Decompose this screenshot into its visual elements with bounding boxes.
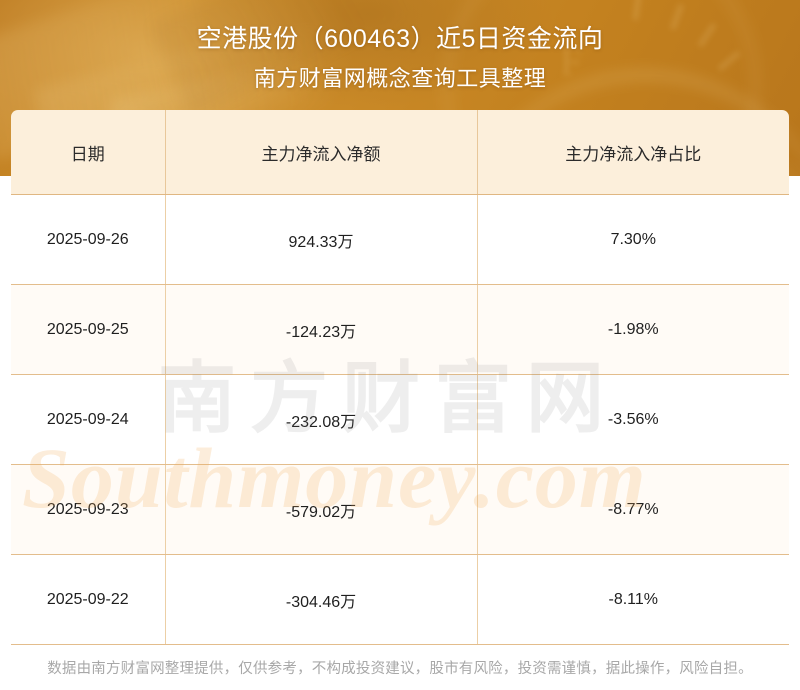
page-subtitle: 南方财富网概念查询工具整理: [253, 66, 547, 91]
table-row: 2025-09-23 -579.02万 -8.77%: [11, 464, 789, 555]
cell-date: 2025-09-25: [11, 284, 166, 375]
cell-amount: -232.08万: [165, 374, 478, 465]
cell-percent: -8.77%: [477, 464, 789, 555]
cell-percent: -1.98%: [477, 284, 789, 375]
table-row: 2025-09-25 -124.23万 -1.98%: [11, 284, 789, 375]
fund-flow-table-wrapper: 日期 主力净流入净额 主力净流入净占比 2025-09-26 924.33万 7…: [11, 110, 789, 645]
cell-percent: 7.30%: [477, 194, 789, 285]
disclaimer-text: 数据由南方财富网整理提供，仅供参考，不构成投资建议，股市有风险，投资需谨慎，据此…: [47, 661, 753, 677]
cell-amount: -579.02万: [165, 464, 478, 555]
table-row: 2025-09-24 -232.08万 -3.56%: [11, 374, 789, 465]
cell-date: 2025-09-24: [11, 374, 166, 465]
cell-date: 2025-09-23: [11, 464, 166, 555]
table-header: 日期 主力净流入净额 主力净流入净占比: [11, 110, 789, 195]
disclaimer-footer: 数据由南方财富网整理提供，仅供参考，不构成投资建议，股市有风险，投资需谨慎，据此…: [0, 645, 800, 690]
cell-amount: -124.23万: [165, 284, 478, 375]
cell-percent: -3.56%: [477, 374, 789, 465]
column-header-date: 日期: [11, 110, 166, 195]
cell-percent: -8.11%: [477, 554, 789, 645]
column-header-amount: 主力净流入净额: [165, 110, 478, 195]
cell-date: 2025-09-22: [11, 554, 166, 645]
cell-amount: -304.46万: [165, 554, 478, 645]
banner-title-block: 空港股份（600463）近5日资金流向 南方财富网概念查询工具整理: [0, 0, 800, 94]
column-header-percent: 主力净流入净占比: [477, 110, 789, 195]
page-title: 空港股份（600463）近5日资金流向: [196, 25, 604, 53]
table-row: 2025-09-26 924.33万 7.30%: [11, 194, 789, 285]
cell-amount: 924.33万: [165, 194, 478, 285]
table-row: 2025-09-22 -304.46万 -8.11%: [11, 554, 789, 645]
fund-flow-table: 日期 主力净流入净额 主力净流入净占比 2025-09-26 924.33万 7…: [11, 110, 789, 645]
cell-date: 2025-09-26: [11, 194, 166, 285]
table-body: 2025-09-26 924.33万 7.30% 2025-09-25 -124…: [11, 194, 789, 645]
table-header-row: 日期 主力净流入净额 主力净流入净占比: [11, 110, 789, 195]
